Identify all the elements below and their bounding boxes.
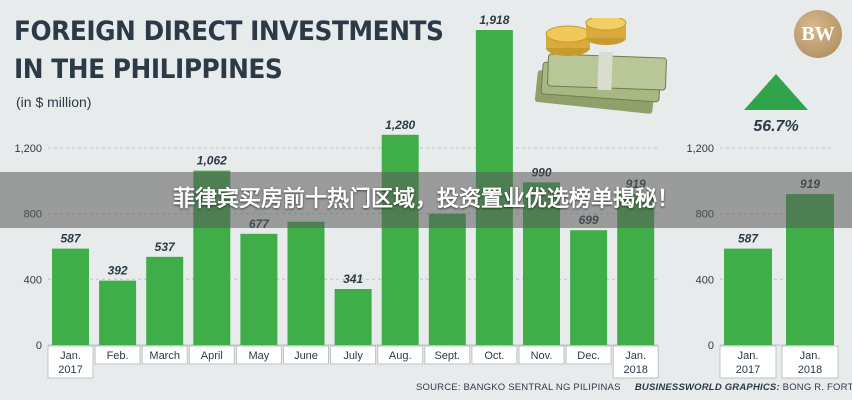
x-tick-label: 2018 [798,364,822,376]
category-box [235,345,282,365]
unit-label: (in $ million) [16,94,92,110]
x-tick-label: April [201,350,223,362]
overlay-banner-text: 菲律宾买房前十热门区域，投资置业优选榜单揭秘！ [172,187,679,212]
x-tick-label: Jan. [800,350,821,362]
x-tick-label: 2018 [623,364,647,376]
bar [570,230,608,345]
y-tick-label: 400 [24,274,42,286]
y-tick-label: 1,200 [686,143,714,155]
category-box [94,345,141,365]
data-label: 1,280 [385,118,415,132]
businessworld-logo: BW [794,10,842,58]
category-box [377,345,424,365]
x-tick-label: Nov. [531,350,553,362]
data-label: 537 [155,240,176,254]
bar [287,221,325,345]
bar [52,248,89,345]
category-box [141,345,188,365]
x-tick-label: Sept. [434,350,460,362]
x-tick-label: Feb. [107,350,129,362]
data-label: 587 [738,232,759,246]
x-tick-label: June [294,350,318,362]
x-tick-label: Oct. [484,350,504,362]
category-box [781,345,839,379]
category-box [471,345,518,365]
money-stack-illustration [534,18,667,114]
category-box [330,345,377,365]
bar [146,256,184,345]
bar [99,280,137,345]
category-box [719,345,777,379]
category-box [424,345,471,365]
category-box [283,345,329,365]
chart-title-line-1: FOREIGN DIRECT INVESTMENTS [14,16,444,47]
data-label: 587 [60,232,81,246]
credit-prefix: BUSINESSWORLD GRAPHICS: [634,382,780,393]
bar [334,288,372,345]
bar [381,134,419,345]
bar [240,233,278,345]
banknote-stack [534,51,667,114]
y-tick-label: 400 [696,274,714,286]
category-box [612,345,659,379]
source-text: SOURCE: BANGKO SENTRAL NG PILIPINAS [416,382,621,393]
credit-name: BONG R. FORTIN [782,382,852,393]
bar [724,248,772,345]
y-tick-label: 0 [708,340,714,352]
chart-title-line-2: IN THE PHILIPPINES [14,54,283,85]
x-tick-label: 2017 [736,364,760,376]
category-box [188,345,235,365]
overlay-banner [0,172,852,228]
bar [428,213,466,345]
x-tick-label: Jan. [60,350,81,362]
x-tick-label: Jan. [738,350,759,362]
category-box [565,345,612,365]
increase-arrow-icon [744,74,808,110]
x-tick-label: March [149,350,180,362]
x-tick-label: Dec. [577,350,600,362]
gold-coins [545,18,627,56]
y-tick-label: 1,200 [14,143,42,155]
x-tick-label: May [249,350,270,362]
data-label: 392 [108,264,128,278]
y-tick-label: 0 [36,340,42,352]
category-box [47,345,94,379]
x-tick-label: Jan. [625,350,646,362]
source-credit: SOURCE: BANGKO SENTRAL NG PILIPINAS BUSI… [416,382,852,393]
data-label: 341 [343,272,363,286]
category-box [518,345,565,365]
x-tick-label: 2017 [58,364,82,376]
x-tick-label: July [343,350,363,362]
x-tick-label: Aug. [389,350,412,362]
year-over-year-change: 56.7% [753,118,799,135]
data-label: 1,918 [479,13,509,27]
data-label: 1,062 [197,154,227,168]
